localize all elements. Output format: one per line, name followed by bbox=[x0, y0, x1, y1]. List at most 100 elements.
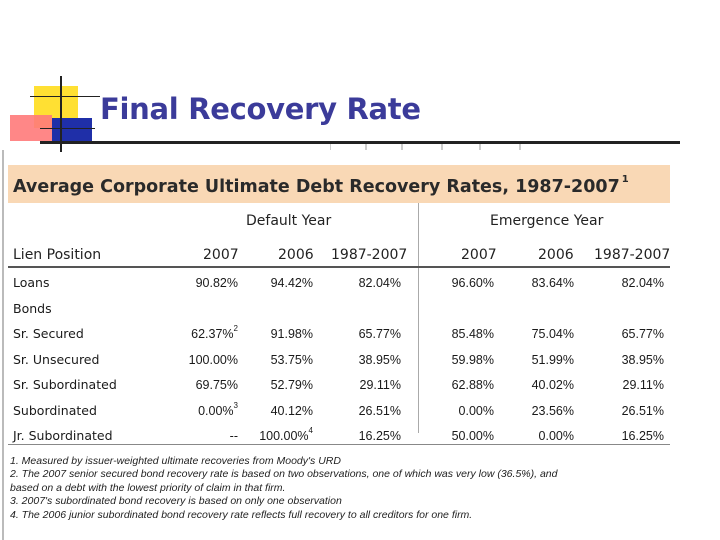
table-cell: 38.95% bbox=[331, 352, 401, 367]
cell-value: 65.77% bbox=[358, 327, 401, 342]
table-row: Jr. Subordinated -- 100.00%4 16.25% 50.00% 0.… bbox=[8, 422, 670, 447]
deco-vertical-line bbox=[60, 76, 62, 152]
footnote-2-continued: based on a debt with the lowest priority… bbox=[10, 481, 286, 494]
title-underline bbox=[40, 141, 680, 144]
table-cell: 29.11% bbox=[594, 377, 664, 392]
table-cell: 38.95% bbox=[594, 352, 664, 367]
table-row: Bonds bbox=[8, 295, 670, 320]
column-header-emergence-1987-2007: 1987-2007 bbox=[594, 247, 671, 263]
cell-value: 0.00% bbox=[538, 429, 574, 444]
table-row: Loans 90.82% 94.42% 82.04% 96.60% 83.64% 82.04… bbox=[8, 269, 670, 294]
row-label: Loans bbox=[13, 275, 50, 290]
table-row: Sr. Subordinated 69.75% 52.79% 29.11% 62.88%… bbox=[8, 371, 670, 396]
row-label: Subordinated bbox=[13, 402, 97, 418]
slide-decoration bbox=[0, 70, 100, 152]
table-cell: 40.02% bbox=[504, 377, 574, 392]
cell-value: 0.00% bbox=[458, 403, 494, 418]
footnote-2: 2. The 2007 senior secured bond recovery… bbox=[10, 468, 558, 481]
footnotes: 1. Measured by issuer-weighted ultimate … bbox=[10, 455, 557, 522]
cell-value: 100.00% bbox=[188, 352, 238, 367]
cell-value: 51.99% bbox=[531, 352, 574, 367]
cell-value: 62.37% bbox=[191, 327, 234, 342]
table-cell: 0.00% bbox=[504, 428, 574, 443]
table-cell: -- bbox=[168, 428, 238, 443]
cell-value: 59.98% bbox=[451, 352, 494, 367]
table-cell: 62.88% bbox=[424, 377, 494, 392]
table-cell: 59.98% bbox=[424, 352, 494, 367]
cell-value: 82.04% bbox=[621, 276, 664, 291]
column-header-default-2007: 2007 bbox=[203, 247, 239, 263]
column-header-default-1987-2007: 1987-2007 bbox=[331, 247, 408, 263]
cell-value: 69.75% bbox=[195, 378, 238, 393]
table-cell: 0.00% bbox=[424, 403, 494, 418]
header-rule bbox=[8, 266, 670, 268]
table-cell: 94.42% bbox=[243, 275, 313, 290]
row-label: Jr. Subordinated bbox=[13, 428, 113, 443]
column-header-emergence-2007: 2007 bbox=[461, 247, 497, 263]
table-bottom-rule bbox=[8, 444, 670, 445]
cell-value: 50.00% bbox=[451, 429, 494, 444]
table-row: Sr. Unsecured 100.00% 53.75% 38.95% 59.98% 51… bbox=[8, 346, 670, 371]
cell-value: -- bbox=[229, 429, 238, 444]
table-cell: 52.79% bbox=[243, 377, 313, 392]
table-cell: 26.51% bbox=[594, 403, 664, 418]
table-banner: Average Corporate Ultimate Debt Recovery… bbox=[8, 165, 670, 203]
table-title: Average Corporate Ultimate Debt Recovery… bbox=[13, 174, 629, 197]
cell-value: 96.60% bbox=[451, 276, 494, 291]
cell-footnote-mark: 4 bbox=[308, 426, 313, 435]
table-cell: 82.04% bbox=[594, 275, 664, 290]
table-cell: 75.04% bbox=[504, 326, 574, 341]
column-header-default-2006: 2006 bbox=[278, 247, 314, 263]
table-cell: 100.00% bbox=[168, 352, 238, 367]
footnote-1: 1. Measured by issuer-weighted ultimate … bbox=[10, 455, 341, 467]
column-header-lien-position: Lien Position bbox=[13, 247, 102, 263]
table-title-text: Average Corporate Ultimate Debt Recovery… bbox=[13, 177, 620, 197]
deco-horizontal-line bbox=[30, 96, 100, 97]
cell-value: 62.88% bbox=[451, 378, 494, 393]
table-cell: 40.12% bbox=[243, 403, 313, 418]
deco-horizontal-line-2 bbox=[40, 128, 95, 129]
cell-value: 90.82% bbox=[195, 276, 238, 291]
table-cell: 23.56% bbox=[504, 403, 574, 418]
table-cell: 96.60% bbox=[424, 275, 494, 290]
table-cell: 65.77% bbox=[331, 326, 401, 341]
recovery-rate-table: Average Corporate Ultimate Debt Recovery… bbox=[8, 165, 670, 540]
footnote-4: 4. The 2006 junior subordinated bond rec… bbox=[10, 508, 473, 521]
table-cell: 0.00%3 bbox=[168, 400, 238, 418]
table-title-footnote: 1 bbox=[621, 174, 629, 186]
table-cell: 16.25% bbox=[594, 428, 664, 443]
cell-value: 53.75% bbox=[270, 352, 313, 367]
column-header-emergence-2006: 2006 bbox=[538, 247, 574, 263]
table-cell: 62.37%2 bbox=[168, 324, 238, 342]
row-label: Bonds bbox=[13, 300, 52, 316]
group-header-default-year: Default Year bbox=[246, 213, 332, 229]
footnote-3: 3. 2007's subordinated bond recovery is … bbox=[10, 495, 342, 508]
table-cell: 53.75% bbox=[243, 352, 313, 367]
table-row: Subordinated 0.00%3 40.12% 26.51% 0.00% 23.56… bbox=[8, 397, 670, 422]
table-cell: 91.98% bbox=[243, 326, 313, 341]
cell-value: 26.51% bbox=[621, 403, 664, 418]
cell-footnote-mark: 3 bbox=[233, 400, 238, 410]
cell-value: 38.95% bbox=[358, 352, 401, 367]
cell-value: 23.56% bbox=[531, 403, 574, 418]
row-label: Sr. Subordinated bbox=[13, 377, 117, 392]
cell-value: 85.48% bbox=[451, 327, 494, 342]
table-cell: 69.75% bbox=[168, 377, 238, 392]
group-separator bbox=[418, 203, 419, 433]
table-cell: 82.04% bbox=[331, 275, 401, 290]
deco-blue-square bbox=[52, 118, 92, 144]
slide-title: Final Recovery Rate bbox=[100, 92, 421, 126]
cell-footnote-mark: 2 bbox=[233, 324, 238, 333]
embedded-image-left-edge bbox=[2, 150, 4, 540]
cell-value: 52.79% bbox=[270, 378, 313, 393]
title-rule-ticks bbox=[330, 144, 521, 150]
cell-value: 26.51% bbox=[358, 403, 401, 418]
table-cell: 90.82% bbox=[168, 275, 238, 290]
cell-value: 16.25% bbox=[358, 429, 401, 444]
table-cell: 65.77% bbox=[594, 326, 664, 341]
cell-value: 91.98% bbox=[270, 327, 313, 342]
cell-value: 16.25% bbox=[621, 429, 664, 444]
cell-value: 75.04% bbox=[531, 327, 574, 342]
table-cell: 83.64% bbox=[504, 275, 574, 290]
cell-value: 40.02% bbox=[531, 378, 574, 393]
